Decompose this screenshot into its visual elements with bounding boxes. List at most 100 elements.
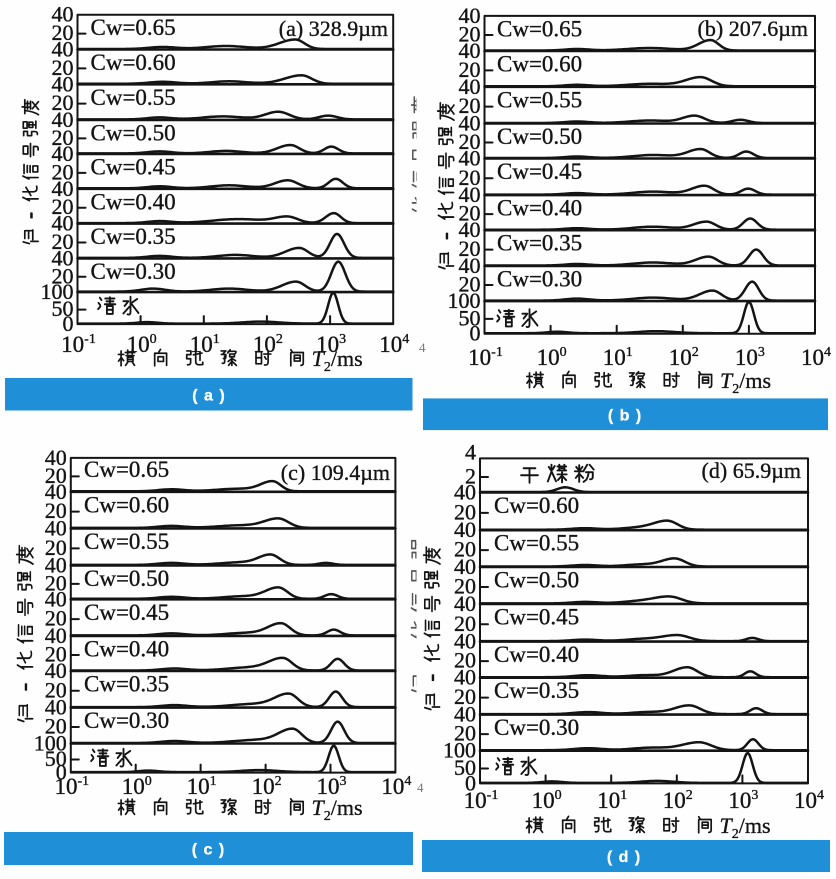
svg-text:Cw=0.40: Cw=0.40: [84, 636, 169, 661]
svg-text:4: 4: [419, 340, 426, 355]
svg-text:104: 104: [379, 332, 409, 357]
svg-text:0: 0: [63, 311, 74, 336]
svg-text:Cw=0.60: Cw=0.60: [84, 492, 169, 517]
svg-text:Cw=0.45: Cw=0.45: [91, 154, 176, 179]
svg-text:103: 103: [728, 788, 758, 813]
svg-text:40: 40: [459, 111, 481, 136]
svg-text:101: 101: [603, 345, 633, 370]
svg-text:50: 50: [459, 305, 481, 330]
svg-text:Cw=0.35: Cw=0.35: [84, 672, 169, 697]
svg-text:Cw=0.65: Cw=0.65: [84, 457, 169, 482]
svg-text:20: 20: [52, 55, 74, 80]
svg-text:20: 20: [52, 194, 74, 219]
svg-text:102: 102: [252, 774, 282, 799]
svg-text:(c) 109.4µm: (c) 109.4µm: [281, 460, 390, 485]
svg-text:Cw=0.60: Cw=0.60: [494, 493, 579, 518]
svg-text:40: 40: [45, 695, 67, 720]
svg-text:104: 104: [801, 345, 831, 370]
svg-text:20: 20: [459, 57, 481, 82]
svg-text:40: 40: [454, 665, 476, 690]
svg-text:Cw=0.55: Cw=0.55: [494, 531, 579, 556]
svg-text:Cw=0.30: Cw=0.30: [84, 708, 169, 733]
svg-text:Cw=0.40: Cw=0.40: [494, 642, 579, 667]
svg-text:Cw=0.35: Cw=0.35: [497, 231, 582, 256]
svg-text:(d) 65.9µm: (d) 65.9µm: [702, 458, 801, 483]
svg-text:20: 20: [45, 677, 67, 702]
svg-text:Cw=0.40: Cw=0.40: [497, 196, 582, 221]
svg-text:103: 103: [316, 332, 346, 357]
svg-text:Cw=0.35: Cw=0.35: [91, 224, 176, 249]
svg-text:20: 20: [45, 498, 67, 523]
svg-text:102: 102: [669, 345, 699, 370]
svg-text:100: 100: [537, 345, 567, 370]
svg-text:101: 101: [190, 332, 220, 357]
svg-text:4: 4: [465, 439, 476, 464]
svg-text:0: 0: [470, 321, 481, 346]
svg-text:Cw=0.65: Cw=0.65: [91, 15, 176, 40]
svg-text:40: 40: [454, 517, 476, 542]
svg-text:20: 20: [459, 93, 481, 118]
svg-text:Cw=0.55: Cw=0.55: [91, 85, 176, 110]
svg-text:20: 20: [459, 201, 481, 226]
svg-text:20: 20: [454, 684, 476, 709]
svg-text:(b) 207.6µm: (b) 207.6µm: [698, 16, 808, 41]
svg-text:100: 100: [122, 774, 152, 799]
svg-text:20: 20: [52, 229, 74, 254]
svg-text:20: 20: [52, 159, 74, 184]
svg-text:Cw=0.35: Cw=0.35: [494, 678, 579, 703]
svg-text:20: 20: [454, 537, 476, 562]
svg-text:10-1: 10-1: [464, 788, 499, 813]
svg-text:40: 40: [454, 554, 476, 579]
svg-text:T2/ms: T2/ms: [720, 813, 771, 842]
svg-text:40: 40: [454, 702, 476, 727]
svg-text:0: 0: [465, 770, 476, 795]
svg-text:20: 20: [52, 125, 74, 150]
svg-text:20: 20: [45, 570, 67, 595]
svg-text:20: 20: [52, 20, 74, 45]
svg-text:40: 40: [52, 245, 74, 270]
svg-text:101: 101: [187, 774, 217, 799]
svg-text:Cw=0.30: Cw=0.30: [91, 259, 176, 284]
svg-text:40: 40: [45, 586, 67, 611]
svg-text:40: 40: [45, 445, 67, 470]
svg-text:40: 40: [459, 217, 481, 242]
svg-text:40: 40: [454, 629, 476, 654]
svg-text:50: 50: [45, 746, 67, 771]
svg-text:40: 40: [459, 146, 481, 171]
svg-text:20: 20: [459, 21, 481, 46]
svg-text:Cw=0.30: Cw=0.30: [494, 715, 579, 740]
svg-text:40: 40: [45, 658, 67, 683]
svg-text:( a ): ( a ): [192, 387, 225, 404]
svg-text:40: 40: [52, 107, 74, 132]
svg-text:0: 0: [56, 760, 67, 785]
svg-text:10-1: 10-1: [61, 332, 96, 357]
svg-text:100: 100: [34, 731, 67, 756]
svg-text:40: 40: [45, 479, 67, 504]
svg-text:Cw=0.60: Cw=0.60: [497, 52, 582, 77]
svg-text:Cw=0.55: Cw=0.55: [497, 87, 582, 112]
svg-text:20: 20: [454, 611, 476, 636]
svg-text:Cw=0.45: Cw=0.45: [84, 600, 169, 625]
svg-text:50: 50: [454, 755, 476, 780]
svg-text:T2/ms: T2/ms: [312, 346, 363, 375]
svg-text:Cw=0.50: Cw=0.50: [84, 566, 169, 591]
svg-text:40: 40: [459, 38, 481, 63]
svg-text:40: 40: [52, 176, 74, 201]
svg-text:Cw=0.55: Cw=0.55: [84, 529, 169, 554]
svg-text:T2/ms: T2/ms: [720, 368, 771, 397]
svg-text:Cw=0.45: Cw=0.45: [497, 159, 582, 184]
svg-text:40: 40: [45, 515, 67, 540]
svg-text:102: 102: [663, 788, 693, 813]
svg-text:20: 20: [45, 606, 67, 631]
svg-text:20: 20: [52, 263, 74, 288]
svg-text:10-1: 10-1: [54, 774, 89, 799]
svg-text:20: 20: [45, 535, 67, 560]
svg-text:40: 40: [459, 3, 481, 28]
svg-text:2: 2: [465, 463, 476, 488]
svg-text:20: 20: [459, 272, 481, 297]
svg-text:40: 40: [459, 253, 481, 278]
svg-text:20: 20: [45, 463, 67, 488]
svg-text:40: 40: [45, 623, 67, 648]
svg-text:40: 40: [459, 74, 481, 99]
svg-text:Cw=0.45: Cw=0.45: [494, 604, 579, 629]
